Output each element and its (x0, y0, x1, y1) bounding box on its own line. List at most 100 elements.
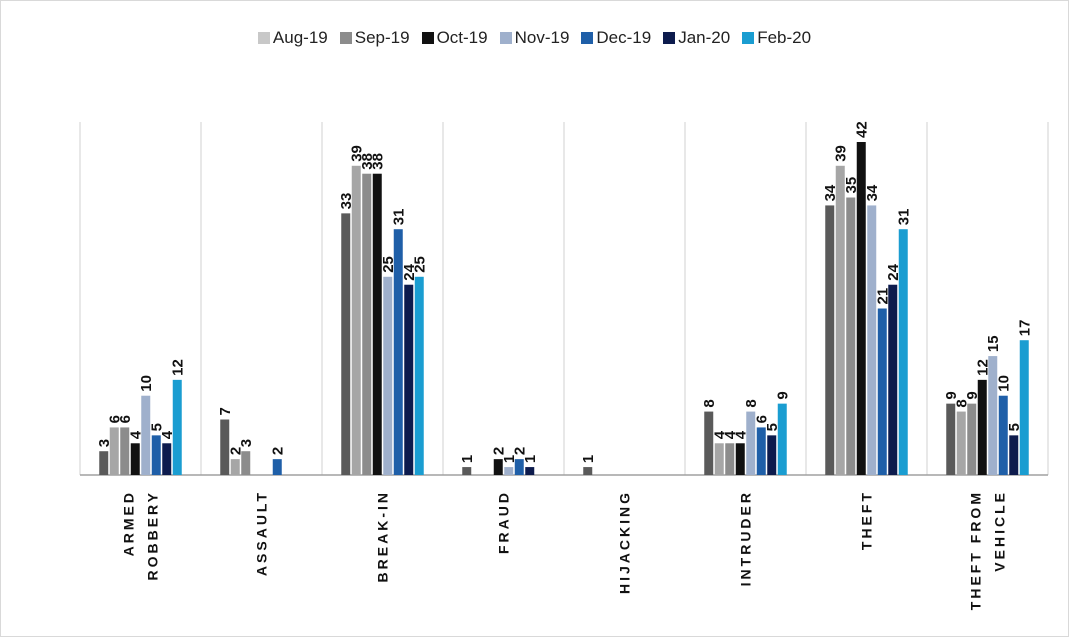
bar (414, 276, 424, 475)
bar (393, 229, 403, 475)
bar (888, 284, 898, 475)
category-label: HIJACKING (617, 490, 633, 594)
legend-label: Nov-19 (514, 28, 570, 47)
data-label: 24 (401, 263, 418, 280)
category-label: VEHICLE (992, 490, 1008, 572)
category-label: ARMED (121, 490, 137, 556)
bar (898, 229, 908, 475)
bar (525, 467, 535, 475)
legend-item: Oct-19 (421, 28, 488, 48)
data-label: 5 (1006, 423, 1023, 431)
data-label: 6 (117, 415, 134, 423)
data-label: 2 (227, 447, 244, 455)
bar (767, 435, 777, 475)
bar (846, 197, 856, 475)
bar (220, 419, 230, 475)
bar (241, 451, 251, 475)
category-label: BREAK-IN (375, 490, 391, 582)
data-label: 7 (217, 407, 234, 415)
bar (120, 427, 130, 475)
data-label: 10 (138, 375, 155, 392)
data-label: 38 (369, 153, 386, 170)
bar (583, 467, 593, 475)
bar (967, 403, 977, 475)
bar (172, 379, 182, 475)
data-label: 39 (832, 145, 849, 162)
data-label: 21 (874, 288, 891, 305)
data-label: 31 (390, 209, 407, 226)
legend-swatch (663, 32, 676, 44)
bar (946, 403, 956, 475)
bar (383, 276, 393, 475)
bar (988, 356, 998, 475)
legend-swatch (499, 32, 512, 44)
category-label: THEFT FROM (968, 490, 984, 610)
bar (725, 443, 735, 475)
bar (404, 284, 414, 475)
bar (756, 427, 766, 475)
data-label: 34 (822, 184, 839, 201)
data-label: 4 (732, 430, 749, 439)
legend-label: Jan-20 (678, 28, 731, 47)
legend: Aug-19 Sep-19 Oct-19 Nov-19 Dec-19 Jan-20 Feb-… (0, 28, 1069, 48)
bar (704, 411, 714, 475)
data-label: 9 (943, 391, 960, 399)
bar (99, 451, 109, 475)
bar (1019, 340, 1029, 475)
data-label: 12 (169, 359, 186, 376)
bar (1009, 435, 1019, 475)
data-label: 10 (995, 375, 1012, 392)
bar (867, 205, 877, 475)
data-label: 24 (885, 263, 902, 280)
data-label: 6 (106, 415, 123, 423)
data-label: 38 (359, 153, 376, 170)
data-label: 31 (895, 209, 912, 226)
data-label: 3 (238, 439, 255, 447)
bar (141, 395, 151, 475)
legend-swatch (257, 32, 270, 44)
legend-swatch (581, 32, 594, 44)
bar (735, 443, 745, 475)
bar (714, 443, 724, 475)
legend-item: Nov-19 (499, 28, 570, 48)
bar (835, 165, 845, 476)
data-label: 2 (490, 447, 507, 455)
legend-item: Feb-20 (742, 28, 811, 48)
legend-item: Jan-20 (663, 28, 730, 48)
bar (977, 379, 987, 475)
bar (372, 173, 382, 475)
data-label: 4 (127, 430, 144, 439)
data-label: 35 (843, 177, 860, 194)
bar (825, 205, 835, 475)
bar (109, 427, 119, 475)
data-label: 12 (974, 359, 991, 376)
data-label: 2 (269, 447, 286, 455)
legend-label: Dec-19 (596, 28, 652, 47)
legend-item: Sep-19 (339, 28, 410, 48)
bar (493, 459, 503, 475)
data-label: 1 (580, 455, 597, 463)
data-label: 42 (853, 121, 870, 138)
data-label: 33 (338, 193, 355, 210)
data-label: 8 (743, 399, 760, 407)
data-label: 3 (96, 439, 113, 447)
data-label: 34 (864, 184, 881, 201)
data-label: 5 (148, 423, 165, 431)
legend-label: Feb-20 (757, 28, 812, 47)
legend-item: Dec-19 (581, 28, 651, 48)
data-label: 25 (380, 256, 397, 273)
bar (514, 459, 524, 475)
category-label: FRAUD (496, 490, 512, 554)
data-label: 9 (964, 391, 981, 399)
data-label: 39 (348, 145, 365, 162)
bar (151, 435, 161, 475)
bar (130, 443, 140, 475)
data-label: 15 (985, 335, 1002, 352)
legend-swatch (339, 32, 352, 44)
data-label: 1 (501, 455, 518, 463)
bar (162, 443, 172, 475)
bar (777, 403, 787, 475)
bar (877, 308, 887, 475)
legend-label: Oct-19 (436, 28, 488, 47)
